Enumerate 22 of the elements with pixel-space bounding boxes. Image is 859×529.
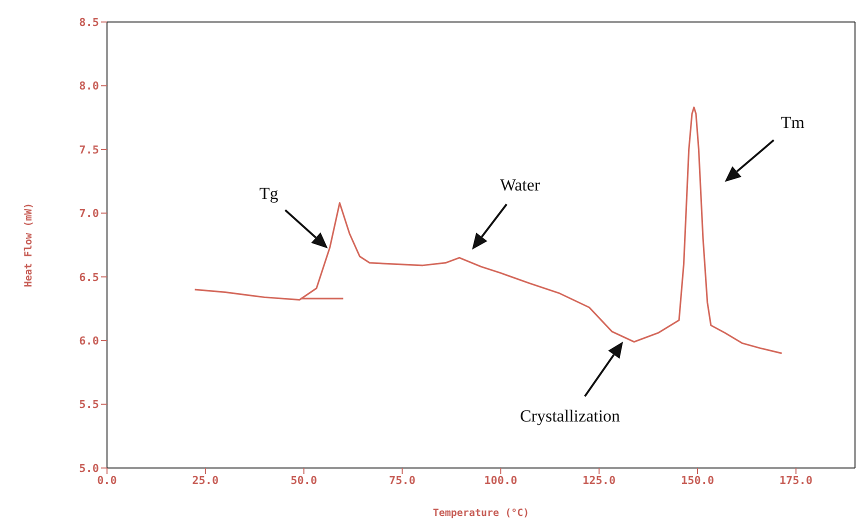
x-tick-label: 125.0: [582, 474, 616, 487]
annotation: Water: [500, 176, 540, 195]
x-tick-label: 50.0: [290, 474, 318, 487]
x-tick-label: 150.0: [680, 474, 714, 487]
y-tick-label: 6.5: [79, 270, 99, 284]
x-tick-label: 0.0: [97, 474, 117, 487]
annotation: Crystallization: [520, 406, 621, 426]
y-tick-label: 8.5: [79, 16, 99, 29]
x-axis-title: Temperature (°C): [432, 508, 530, 519]
x-tick-label: 75.0: [389, 474, 416, 487]
y-tick-label: 6.0: [79, 334, 99, 348]
y-tick-label: 7.0: [79, 207, 99, 220]
y-tick-label: 5.5: [79, 398, 99, 412]
y-tick-label: 8.0: [79, 80, 99, 93]
x-tick-label: 175.0: [779, 474, 813, 487]
y-tick-label: 7.5: [79, 143, 99, 156]
y-tick-label: 5.0: [79, 462, 99, 475]
annotation: Tg: [259, 184, 279, 204]
y-axis-title: Heat Flow (mW): [24, 202, 35, 288]
annotation: Tm: [780, 112, 805, 132]
x-tick-label: 25.0: [192, 474, 219, 487]
x-tick-label: 100.0: [484, 474, 518, 487]
